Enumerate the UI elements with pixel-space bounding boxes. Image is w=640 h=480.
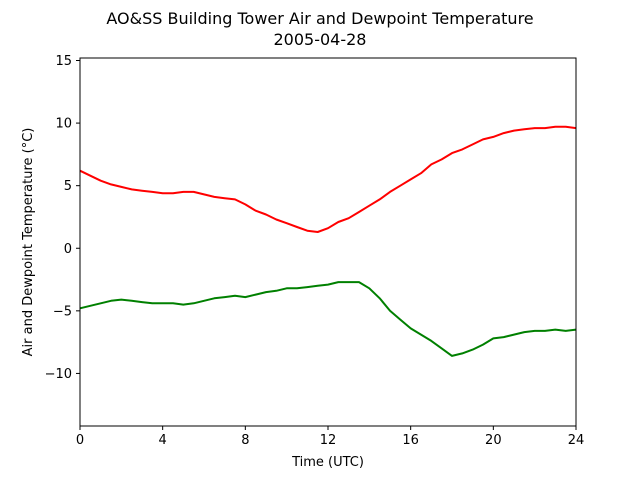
- y-axis-label: Air and Dewpoint Temperature (°C): [21, 128, 36, 357]
- y-tick-label: 10: [55, 117, 72, 132]
- chart-subtitle: 2005-04-28: [274, 30, 367, 49]
- series-0-line: [79, 125, 577, 233]
- x-tick-label: 24: [568, 433, 585, 448]
- x-tick-label: 4: [159, 433, 167, 448]
- x-tick-label: 12: [320, 433, 337, 448]
- chart-title: AO&SS Building Tower Air and Dewpoint Te…: [106, 9, 533, 28]
- x-axis-label: Time (UTC): [291, 455, 364, 470]
- tick-layer: 0 4 8 12 16 20 24 −10 −5 0 5 10 15: [45, 54, 585, 448]
- x-tick-label: 20: [485, 433, 502, 448]
- y-tick-label: 15: [55, 54, 72, 69]
- series-layer: [79, 125, 577, 357]
- plot-area-frame: [79, 57, 577, 427]
- x-tick-label: 8: [241, 433, 249, 448]
- y-tick-label: −5: [53, 304, 72, 319]
- x-tick-label: 16: [402, 433, 419, 448]
- y-tick-label: 5: [64, 179, 72, 194]
- x-tick-label: 0: [76, 433, 84, 448]
- y-tick-label: 0: [64, 242, 72, 257]
- series-1-line: [79, 281, 577, 357]
- y-tick-label: −10: [45, 367, 72, 382]
